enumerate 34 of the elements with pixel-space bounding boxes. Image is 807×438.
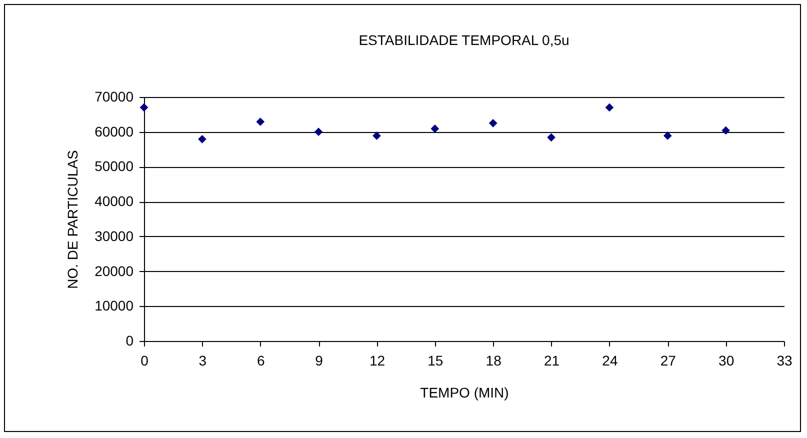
point: [722, 126, 730, 135]
y-tick-label: 40000: [94, 193, 134, 210]
x-tick-label: 21: [544, 352, 560, 368]
x-tick-label: 33: [776, 352, 792, 368]
x-tick-label: 0: [140, 352, 149, 368]
x-axis-title: TEMPO (MIN): [420, 384, 509, 400]
point: [430, 124, 440, 133]
point: [372, 132, 381, 140]
chart-title: ESTABILIDADE TEMPORAL 0,5u: [358, 32, 570, 48]
point: [547, 133, 556, 142]
point: [256, 118, 265, 126]
x-tick-label: 27: [660, 352, 676, 368]
point: [198, 134, 206, 144]
x-tick-label: 18: [486, 352, 502, 368]
x-tick-label: 6: [256, 352, 265, 368]
y-tick-label: 0: [126, 332, 134, 348]
x-tick-label: 24: [602, 352, 618, 368]
y-tick-label: 20000: [94, 262, 134, 279]
y-tick-label: 30000: [94, 228, 134, 244]
x-tick-label: 15: [428, 352, 444, 368]
y-tick-label: 60000: [94, 123, 134, 140]
y-tick-label: 10000: [94, 298, 134, 314]
point: [605, 103, 614, 112]
x-tick-label: 9: [315, 352, 324, 368]
y-tick-label: 70000: [94, 88, 134, 104]
x-tick-label: 12: [369, 352, 386, 368]
y-axis-title: NO. DE PARTICULAS: [64, 150, 81, 289]
point: [314, 128, 323, 136]
point: [663, 132, 672, 140]
y-tick-label: 50000: [94, 158, 134, 174]
point: [140, 103, 148, 112]
x-tick-label: 30: [718, 352, 734, 368]
x-tick-label: 3: [198, 352, 207, 368]
point: [488, 118, 498, 128]
